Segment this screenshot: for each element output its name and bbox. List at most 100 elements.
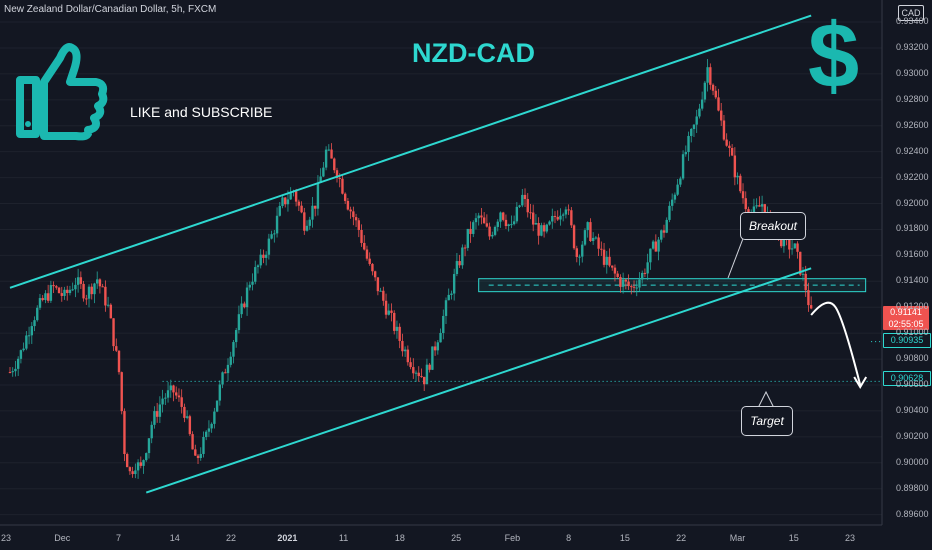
candle-body	[134, 470, 137, 475]
candle-body	[229, 356, 232, 365]
candle-body	[346, 200, 350, 210]
currency-badge[interactable]: CAD	[898, 5, 924, 21]
candle-body	[273, 233, 276, 235]
candle-body	[461, 247, 464, 266]
candle-body	[128, 467, 132, 472]
candle-body	[117, 350, 121, 373]
candle-body	[414, 372, 418, 374]
candle-body	[474, 218, 478, 223]
candle-body	[226, 364, 230, 374]
candle-body	[27, 335, 31, 337]
candle-body	[529, 212, 532, 214]
candle-body	[515, 206, 519, 222]
candle-body	[714, 90, 717, 98]
candle-body	[14, 368, 17, 372]
candle-body	[33, 320, 36, 327]
candle-body	[512, 221, 516, 225]
candle-body	[297, 201, 301, 206]
candle-body	[643, 272, 647, 274]
breakout-callout: Breakout	[740, 212, 806, 240]
candle-body	[668, 205, 671, 220]
candle-body	[534, 223, 538, 225]
candle-body	[730, 147, 734, 156]
candle-body	[790, 248, 794, 250]
candle-body	[581, 244, 584, 257]
candle-body	[526, 199, 529, 213]
candle-body	[139, 462, 142, 466]
candle-body	[709, 67, 712, 85]
candle-body	[284, 197, 287, 205]
candle-body	[85, 298, 88, 300]
candle-body	[739, 175, 742, 192]
candle-body	[406, 349, 410, 363]
candle-body	[722, 120, 726, 140]
candle-body	[354, 217, 358, 221]
candle-body	[104, 286, 107, 306]
candle-body	[44, 293, 47, 301]
candle-body	[507, 224, 510, 227]
candle-body	[532, 212, 535, 225]
candle-body	[545, 224, 549, 232]
y-tick-label: 0.89600	[896, 508, 929, 519]
candle-body	[684, 152, 687, 155]
candle-body	[199, 453, 202, 459]
x-tick-label: 25	[451, 533, 462, 543]
candle-body	[649, 248, 652, 263]
candle-body	[763, 204, 767, 217]
candle-body	[586, 222, 589, 231]
support-zone	[478, 278, 867, 293]
candle-body	[147, 438, 151, 454]
candle-body	[125, 454, 129, 468]
y-tick-label: 0.91400	[896, 275, 929, 286]
candle-body	[621, 279, 625, 287]
candle-body	[627, 281, 630, 287]
candle-body	[561, 214, 565, 216]
channel-lower-line	[145, 267, 812, 494]
candle-body	[439, 333, 442, 343]
candle-body	[300, 205, 303, 213]
candle-body	[752, 206, 756, 217]
y-tick-label: 0.90000	[896, 456, 929, 467]
candlestick-series	[8, 58, 813, 479]
candle-body	[338, 178, 341, 180]
candle-body	[55, 286, 58, 288]
candle-body	[324, 149, 328, 168]
candle-body	[605, 256, 608, 265]
x-tick-label: 23	[844, 533, 856, 543]
candle-body	[169, 385, 172, 391]
candle-body	[420, 376, 423, 378]
candle-body	[559, 215, 562, 220]
chart-title: NZD-CAD	[412, 38, 535, 68]
candle-body	[809, 305, 813, 309]
candle-body	[583, 230, 587, 245]
candle-body	[698, 108, 701, 117]
y-tick-label: 0.89800	[896, 482, 929, 493]
candle-body	[788, 237, 791, 250]
candle-body	[363, 242, 366, 250]
candle-body	[807, 290, 810, 306]
candle-body	[613, 267, 617, 274]
candle-body	[706, 67, 709, 83]
candle-body	[417, 372, 420, 377]
candle-body	[493, 226, 497, 235]
candle-body	[245, 287, 249, 308]
candle-body	[401, 340, 404, 352]
candle-body	[594, 237, 598, 239]
candle-body	[262, 254, 265, 258]
x-tick-label: Dec	[54, 533, 71, 543]
candle-body	[335, 170, 339, 179]
y-tick-label: 0.92200	[896, 171, 929, 182]
candle-body	[365, 249, 369, 259]
y-tick-label: 0.90200	[896, 430, 929, 441]
candle-body	[523, 194, 527, 200]
candle-body	[670, 199, 674, 206]
candle-body	[316, 182, 320, 209]
candle-body	[232, 342, 235, 357]
target-pointer	[757, 390, 775, 409]
dollar-icon: $	[808, 5, 860, 107]
candle-body	[264, 254, 268, 258]
candle-body	[352, 211, 355, 218]
candle-body	[657, 239, 660, 252]
candle-body	[46, 293, 50, 301]
